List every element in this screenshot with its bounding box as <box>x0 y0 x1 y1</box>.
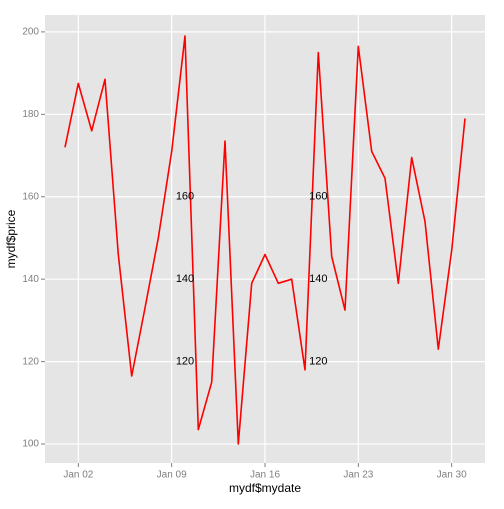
x-axis-title: mydf$mydate <box>229 481 301 495</box>
annotation: 140 <box>176 273 194 285</box>
annotation: 160 <box>176 191 194 203</box>
x-tick-label: Jan 02 <box>63 470 93 481</box>
annotation: 120 <box>176 356 194 368</box>
y-tick-label: 160 <box>22 191 39 202</box>
y-tick-label: 140 <box>22 274 39 285</box>
line <box>64 35 466 445</box>
annotation: 160 <box>309 191 327 203</box>
annotation: 140 <box>309 273 327 285</box>
y-tick-label: 100 <box>22 439 39 450</box>
x-tick-label: Jan 16 <box>250 470 280 481</box>
y-tick-label: 180 <box>22 109 39 120</box>
y-tick-label: 120 <box>22 356 39 367</box>
x-tick-label: Jan 23 <box>343 470 373 481</box>
x-tick-label: Jan 30 <box>437 470 467 481</box>
y-axis-title: mydf$price <box>4 209 18 268</box>
y-tick-label: 200 <box>22 27 39 38</box>
x-tick-label: Jan 09 <box>157 470 187 481</box>
annotation: 120 <box>309 356 327 368</box>
